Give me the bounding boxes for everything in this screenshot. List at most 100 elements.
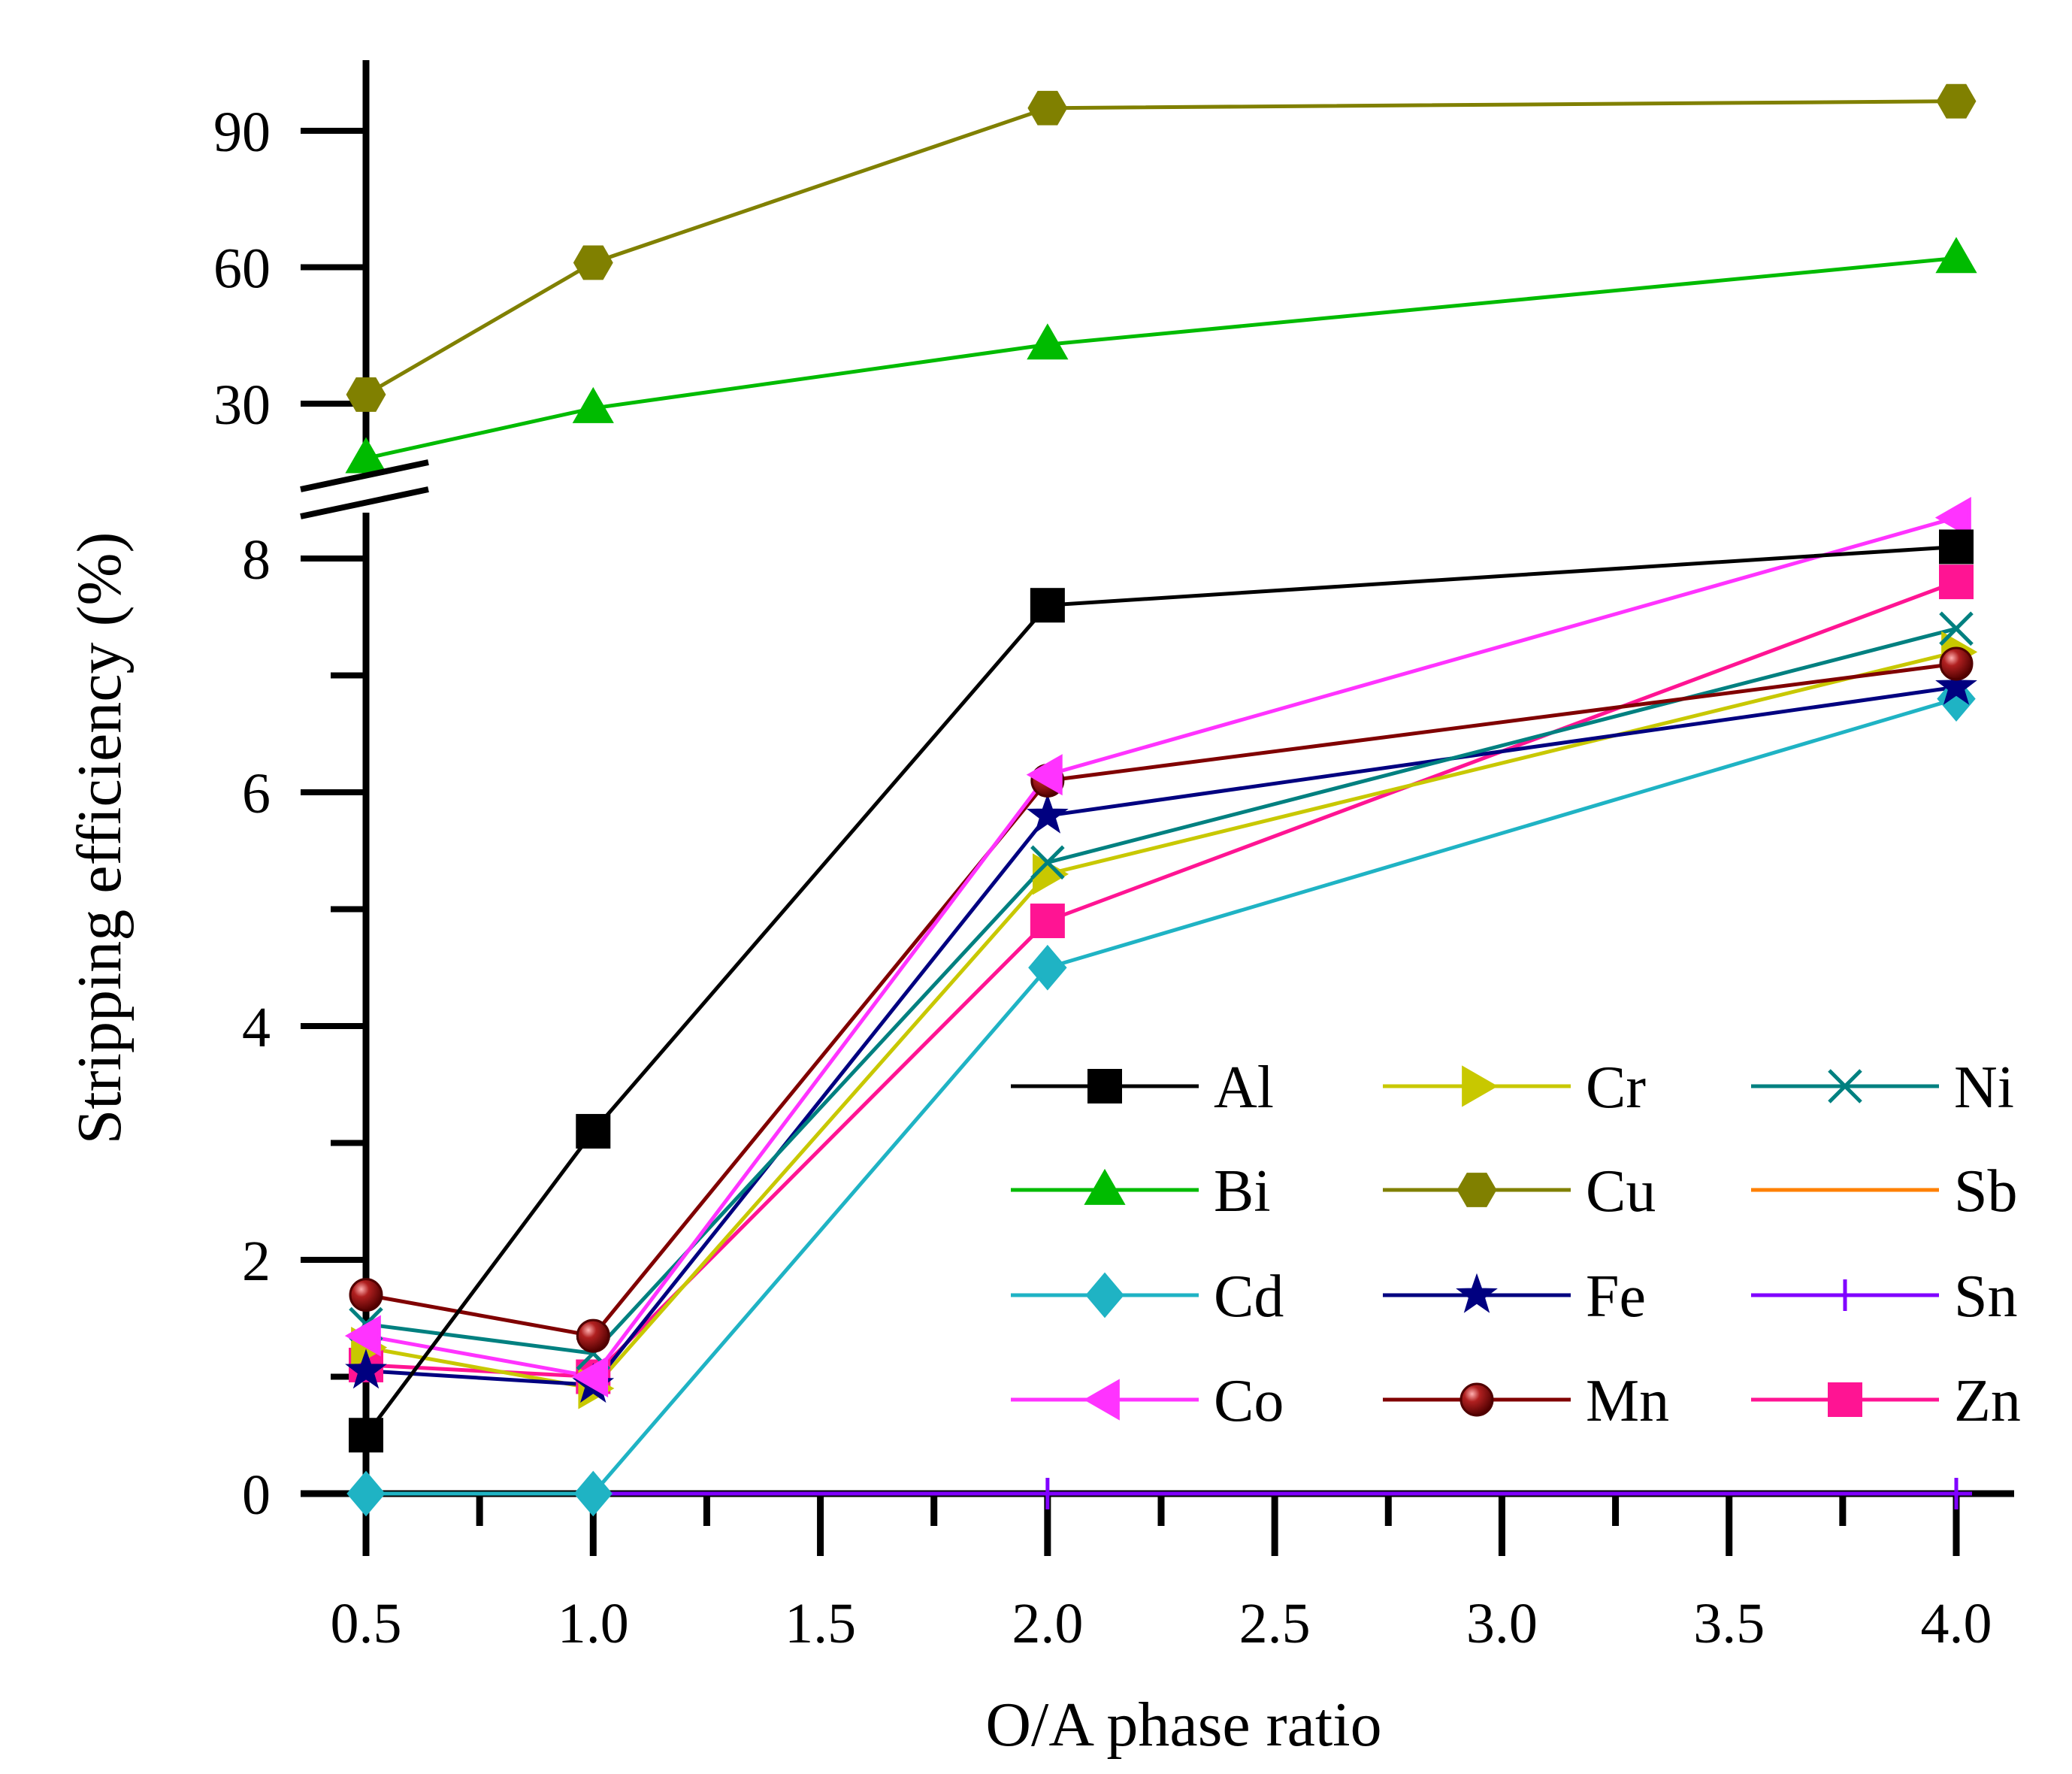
legend-item-bi: Bi [1011,1158,1271,1225]
x-tick-label: 3.5 [1693,1592,1765,1655]
data-point-fe [1026,793,1069,834]
series-line-mn [365,661,1957,1338]
y-tick-label: 8 [242,528,271,592]
legend-marker-bi [1084,1168,1126,1205]
data-point-cu [1936,83,1977,119]
data-point-co [572,1355,609,1398]
series-line-cd [366,697,1957,1496]
x-tick-label: 1.0 [558,1592,629,1655]
legend-label-co: Co [1214,1368,1284,1434]
data-point-zn [1030,904,1065,939]
legend: Al Bi Cd Co Cr Cu Fe Mn Ni Sb Sn Zn [1011,1055,2021,1434]
legend-item-co: Co [1011,1368,1284,1434]
legend-item-sb: Sb [1751,1158,2018,1225]
series-line-cu [364,99,1957,397]
series-line-ni [365,626,1957,1356]
series-line-zn [365,580,1957,1379]
x-tick-label: 2.5 [1239,1592,1311,1655]
data-point-cd [1028,944,1067,991]
legend-marker-cd [1085,1272,1124,1318]
series-line-fe [365,685,1957,1387]
data-point-al [1030,588,1065,623]
data-point-zn [1939,565,1974,600]
y-tick-label: 2 [242,1230,271,1293]
legend-label-sb: Sb [1954,1158,2018,1225]
y-tick-label: 6 [242,762,271,825]
data-point-sn [1031,1478,1063,1509]
series-line-cr [365,649,1957,1391]
legend-item-ni: Ni [1751,1055,2014,1121]
data-point-cu [346,377,386,412]
legend-item-al: Al [1011,1055,1274,1121]
y-tick-label: 60 [213,238,271,301]
y-tick-label: 30 [213,374,271,437]
x-axis-title: O/A phase ratio [985,1690,1381,1760]
data-point-mn [576,1318,610,1353]
y-tick-label: 4 [242,996,271,1059]
legend-label-cd: Cd [1214,1264,1284,1330]
legend-label-zn: Zn [1954,1368,2021,1434]
legend-label-mn: Mn [1586,1368,1669,1434]
x-tick-label: 3.0 [1466,1592,1538,1655]
legend-marker-sn [1829,1279,1861,1311]
legend-item-mn: Mn [1383,1368,1669,1434]
axis-break-slash-lower [300,486,429,519]
data-point-bi [345,437,387,474]
data-point-bi [572,386,614,423]
data-point-cd [573,1470,613,1517]
axis-break [300,459,429,519]
series-markers [344,83,1978,1517]
legend-item-cr: Cr [1383,1055,1646,1121]
data-point-mn [349,1278,383,1312]
data-point-cu [573,245,613,280]
y-tick-label: 90 [213,101,271,164]
data-point-mn [1939,646,1974,681]
data-point-ni [1030,845,1065,880]
legend-label-cr: Cr [1586,1055,1646,1121]
legend-marker-cu [1456,1173,1497,1207]
data-point-co [1026,754,1063,796]
axis-break-slash-upper [300,459,429,492]
x-tick-label: 0.5 [331,1592,402,1655]
legend-label-fe: Fe [1586,1264,1646,1330]
data-point-fe [345,1349,387,1389]
x-tick-label: 1.5 [785,1592,856,1655]
legend-label-bi: Bi [1214,1158,1271,1225]
data-point-al [576,1113,611,1149]
legend-label-ni: Ni [1954,1055,2014,1121]
legend-marker-co [1083,1379,1120,1421]
legend-marker-ni [1828,1069,1862,1103]
x-tick-label: 4.0 [1921,1592,1992,1655]
data-point-al [349,1418,383,1453]
series-line-co [365,516,1957,1379]
legend-label-cu: Cu [1586,1158,1656,1225]
data-point-sn [1940,1478,1972,1509]
legend-marker-fe [1456,1273,1498,1313]
data-point-co [344,1315,381,1357]
data-point-ni-stroke [1030,845,1065,880]
data-point-al [1939,529,1974,565]
legend-item-sn: Sn [1751,1264,2018,1330]
data-point-ni [1939,611,1974,646]
data-point-bi [1935,237,1977,274]
series-line-al [364,544,1957,1436]
legend-item-cd: Cd [1011,1264,1284,1330]
x-tick-label: 2.0 [1012,1592,1083,1655]
legend-item-cu: Cu [1383,1158,1656,1225]
legend-label-sn: Sn [1954,1264,2018,1330]
legend-item-fe: Fe [1383,1264,1646,1330]
y-tick-label: 0 [242,1464,271,1527]
series-lines [364,99,1957,1496]
tick-labels: 0 2 4 6 8 30 60 90 0.5 1.0 1.5 2.0 2.5 3.0 3.5 4.0 [213,101,1992,1655]
data-point-co [1934,496,1971,539]
legend-marker-ni-stroke [1828,1069,1862,1103]
legend-label-al: Al [1214,1055,1274,1121]
legend-marker-zn [1828,1382,1862,1417]
data-point-cd [346,1470,386,1517]
legend-marker-mn [1459,1382,1494,1417]
data-point-fe [1935,664,1977,705]
data-point-bi [1027,323,1069,360]
data-point-ni-stroke [1939,611,1974,646]
legend-marker-cr [1462,1065,1499,1107]
